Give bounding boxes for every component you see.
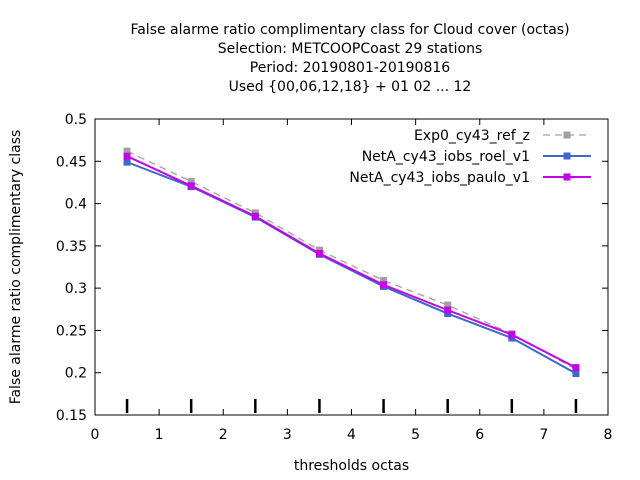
x-tick-label: 6 [475, 427, 484, 443]
data-point [572, 364, 580, 372]
axis-ticks: 0 1 2 3 4 5 6 7 8 0.15 0.2 0.25 0.3 0.35 0.4 0.45 0.5 [56, 112, 613, 443]
data-point [572, 370, 580, 378]
plot-frame [94, 118, 609, 416]
series-3 [123, 152, 580, 372]
y-tick-label: 0.3 [65, 281, 87, 297]
data-point [123, 147, 131, 155]
legend-entry-label: Exp0_cy43_ref_z [414, 128, 530, 144]
data-point [123, 158, 131, 166]
series-line [126, 150, 577, 370]
title-line-4: Used {00,06,12,18} + 01 02 ... 12 [229, 79, 472, 95]
legend-entry-label: NetA_cy43_iobs_roel_v1 [362, 149, 530, 165]
x-tick-label: 0 [91, 427, 100, 443]
x-tick-label: 3 [283, 427, 292, 443]
series-line [126, 155, 577, 369]
y-tick-label: 0.45 [56, 154, 87, 170]
data-point [251, 212, 259, 220]
chart-title: False alarme ratio complimentary class f… [130, 22, 569, 95]
data-point [380, 277, 388, 285]
x-tick-label: 2 [219, 427, 228, 443]
data-point [444, 306, 452, 314]
legend-entry-label: NetA_cy43_iobs_paulo_v1 [349, 170, 530, 186]
legend-swatch-marker [563, 173, 571, 181]
y-tick-label: 0.35 [56, 239, 87, 255]
title-line-1: False alarme ratio complimentary class f… [130, 22, 569, 38]
x-tick-label: 7 [539, 427, 548, 443]
title-line-2: Selection: METCOOPCoast 29 stations [218, 41, 483, 57]
title-line-3: Period: 20190801-20190816 [250, 60, 450, 76]
y-tick-label: 0.15 [56, 408, 87, 424]
legend: Exp0_cy43_ref_z NetA_cy43_iobs_roel_v1 Net… [349, 128, 591, 186]
data-point [508, 331, 516, 339]
data-point [444, 301, 452, 309]
y-tick-label: 0.4 [65, 197, 87, 213]
x-tick-label: 8 [604, 427, 613, 443]
data-point [187, 182, 195, 190]
y-tick-label: 0.25 [56, 323, 87, 339]
x-tick-label: 1 [155, 427, 164, 443]
data-point [123, 152, 131, 160]
y-tick-label: 0.2 [65, 366, 87, 382]
y-tick-label: 0.5 [65, 112, 87, 128]
y-axis-label: False alarme ratio complimentary class [8, 130, 24, 405]
legend-swatch-marker [563, 152, 571, 160]
x-axis-label: thresholds octas [294, 458, 409, 474]
series-layer [123, 147, 580, 378]
series-line [126, 161, 577, 375]
legend-swatch-marker [563, 131, 571, 139]
x-tick-label: 5 [411, 427, 420, 443]
data-point [187, 178, 195, 186]
data-point [380, 281, 388, 289]
sample-markers [125, 399, 578, 413]
data-point [315, 249, 323, 257]
x-tick-label: 4 [347, 427, 356, 443]
series-2 [123, 158, 580, 378]
